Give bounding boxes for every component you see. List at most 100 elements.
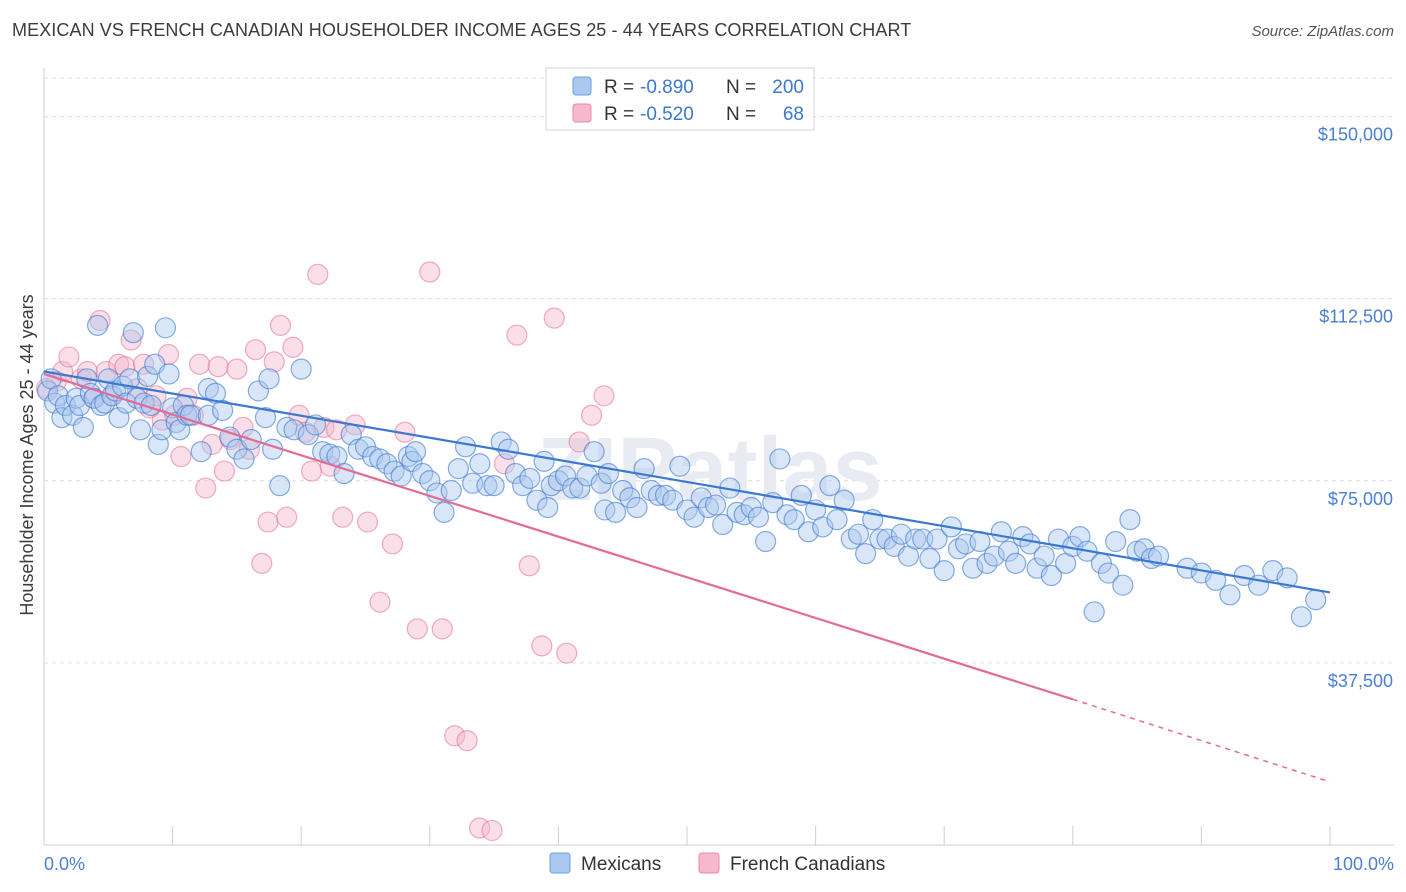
point-mexicans-188 <box>1290 606 1313 628</box>
point-mexicans-189 <box>1305 589 1327 611</box>
point-mexicans-153 <box>962 557 984 579</box>
chart-source: Source: ZipAtlas.com <box>1251 23 1394 40</box>
point-mexicans-174 <box>1112 574 1134 596</box>
point-mexicans-101 <box>594 499 616 521</box>
point-mexicans-157 <box>990 521 1012 543</box>
point-french-canadians-55 <box>444 725 466 747</box>
legend-r-value-2: -0.520 <box>640 104 694 125</box>
y-axis-label: Householder Income Ages 25 - 44 years <box>17 294 37 615</box>
point-mexicans-44 <box>212 399 234 421</box>
point-mexicans-55 <box>283 419 305 441</box>
bottom-legend-swatch-french-canadians <box>698 852 720 874</box>
point-french-canadians-34 <box>257 511 279 533</box>
point-french-canadians-32 <box>244 339 267 361</box>
point-mexicans-23 <box>122 322 144 344</box>
bottom-legend: Mexicans French Canadians <box>549 852 885 875</box>
point-mexicans-40 <box>190 441 212 463</box>
x-tick-label-100: 100.0% <box>1333 854 1394 874</box>
y-tick-label-75000: $75,000 <box>1328 489 1393 509</box>
point-french-canadians-62 <box>531 635 553 657</box>
point-mexicans-183 <box>1219 584 1241 606</box>
legend-swatch-mexicans <box>572 76 592 96</box>
point-french-canadians-60 <box>506 324 528 346</box>
point-mexicans-53 <box>269 475 291 497</box>
point-mexicans-128 <box>783 509 805 531</box>
point-mexicans-103 <box>604 501 627 523</box>
point-french-canadians-67 <box>593 385 615 407</box>
point-french-canadians-66 <box>580 404 603 426</box>
point-mexicans-138 <box>855 543 877 565</box>
point-french-canadians-27 <box>213 460 236 482</box>
point-mexicans-109 <box>647 484 670 506</box>
point-french-canadians-63 <box>543 307 565 329</box>
point-mexicans-124 <box>754 530 777 553</box>
point-mexicans-123 <box>747 506 770 528</box>
point-french-canadians-37 <box>276 506 298 528</box>
point-mexicans-133 <box>819 475 841 497</box>
point-mexicans-135 <box>833 489 855 511</box>
x-tick-label-0: 0.0% <box>44 854 85 874</box>
point-mexicans-13 <box>86 314 109 336</box>
legend-n-value-1: 200 <box>772 77 804 98</box>
trend-lines <box>43 370 1331 783</box>
point-mexicans-89 <box>519 467 541 489</box>
bottom-legend-mexicans: Mexicans <box>581 854 661 875</box>
point-mexicans-50 <box>254 407 277 429</box>
point-mexicans-118 <box>712 513 734 536</box>
point-french-canadians-20 <box>170 445 192 468</box>
x-ticks <box>43 826 1331 845</box>
point-french-canadians-12 <box>120 329 142 351</box>
legend: R = -0.890 N = 200 R = -0.520 N = 68 <box>545 67 815 131</box>
point-french-canadians-65 <box>568 431 590 453</box>
legend-n-label-1: N = <box>726 77 756 98</box>
point-mexicans-147 <box>919 547 941 570</box>
trend-line-mexicans <box>43 370 1331 594</box>
point-mexicans-126 <box>769 448 791 470</box>
point-mexicans-159 <box>1005 552 1027 574</box>
point-french-canadians-41 <box>300 460 323 482</box>
bottom-legend-swatch-mexicans <box>549 852 571 874</box>
point-mexicans-0 <box>36 380 59 402</box>
point-mexicans-83 <box>476 475 498 497</box>
point-mexicans-145 <box>905 528 927 550</box>
point-mexicans-4 <box>51 407 73 429</box>
y-tick-label-150000: $150,000 <box>1318 125 1393 145</box>
point-mexicans-92 <box>537 496 559 519</box>
point-mexicans-33 <box>158 363 180 385</box>
point-french-canadians-61 <box>518 555 540 577</box>
point-french-canadians-42 <box>307 263 329 285</box>
point-mexicans-99 <box>583 441 605 463</box>
point-mexicans-175 <box>1119 509 1141 531</box>
point-mexicans-51 <box>258 368 280 390</box>
point-mexicans-161 <box>1019 533 1041 555</box>
point-mexicans-95 <box>554 465 577 487</box>
point-french-canadians-23 <box>188 353 211 375</box>
point-mexicans-172 <box>1097 562 1120 584</box>
point-french-canadians-36 <box>269 314 292 336</box>
bottom-legend-french-canadians: French Canadians <box>730 854 885 875</box>
point-french-canadians-53 <box>419 261 441 283</box>
legend-r-value-1: -0.890 <box>640 77 694 98</box>
point-mexicans-82 <box>469 453 491 475</box>
point-mexicans-79 <box>447 458 469 480</box>
point-mexicans-22 <box>119 368 141 390</box>
point-mexicans-130 <box>797 521 820 543</box>
point-mexicans-170 <box>1083 601 1105 623</box>
point-french-canadians-50 <box>381 533 404 555</box>
y-tick-labels: $37,500 $75,000 $112,500 $150,000 <box>1318 125 1393 691</box>
point-mexicans-62 <box>333 462 355 485</box>
point-french-canadians-35 <box>263 351 285 373</box>
data-points <box>35 261 1327 842</box>
point-french-canadians-48 <box>356 511 379 533</box>
point-mexicans-78 <box>440 479 462 502</box>
point-mexicans-137 <box>847 523 870 545</box>
point-mexicans-149 <box>933 560 955 582</box>
point-mexicans-9 <box>72 416 94 438</box>
point-french-canadians-24 <box>195 477 217 499</box>
point-french-canadians-58 <box>481 819 503 842</box>
point-mexicans-143 <box>890 523 912 545</box>
legend-swatch-french-canadians <box>572 103 592 123</box>
point-mexicans-73 <box>404 441 427 463</box>
point-french-canadians-52 <box>406 618 428 640</box>
